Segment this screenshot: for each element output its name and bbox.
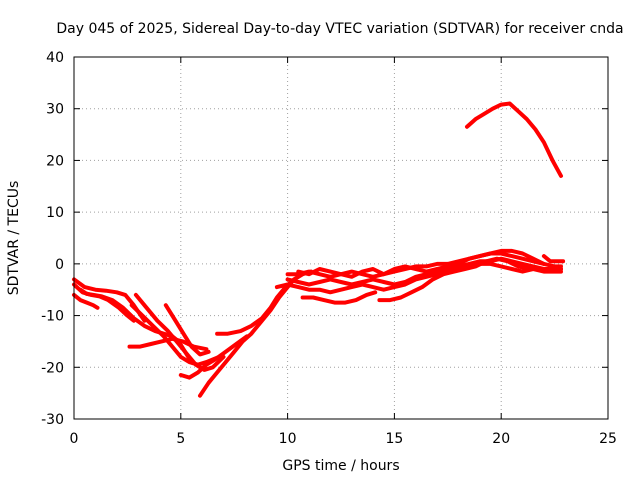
y-axis-label: SDTVAR / TECUs [6, 181, 22, 296]
series-line-trace-p [296, 248, 546, 279]
x-tick-label-25: 25 [599, 431, 617, 447]
series-line-trace-h [163, 303, 211, 357]
y-tick-label--20: -20 [41, 360, 64, 376]
series-line-trace-l [300, 290, 378, 305]
y-tick-label-30: 30 [46, 102, 64, 118]
y-tick-label-0: 0 [55, 257, 64, 273]
plot-frame [73, 56, 609, 420]
series-line-trace-m [285, 256, 563, 287]
y-tick-label-10: 10 [46, 205, 64, 221]
y-tick-label--10: -10 [41, 309, 64, 325]
series-line-trace-n [285, 251, 563, 279]
series-line-trace-s [465, 101, 563, 178]
series-line-trace-e [133, 292, 226, 372]
chart-title: Day 045 of 2025, Sidereal Day-to-day VTE… [56, 21, 623, 37]
grid [74, 57, 608, 419]
x-tick-label-10: 10 [279, 431, 297, 447]
x-tick-label-5: 5 [176, 431, 185, 447]
series-line-trace-c [72, 292, 100, 310]
series-lines [72, 101, 566, 398]
series-line-trace-r [541, 254, 566, 264]
y-tick-label--30: -30 [41, 412, 64, 428]
y-tick-label-40: 40 [46, 50, 64, 66]
series-line-trace-q [377, 256, 563, 303]
x-axis-label: GPS time / hours [282, 458, 399, 474]
series-line-trace-o [274, 261, 563, 295]
series-line-trace-i [178, 334, 249, 380]
series-line-trace-k [215, 269, 314, 336]
x-tick-label-15: 15 [385, 431, 403, 447]
y-tick-label-20: 20 [46, 153, 64, 169]
series-line-trace-f [129, 303, 222, 367]
x-tick-label-20: 20 [492, 431, 510, 447]
axis-ticks: 0 5 10 15 20 25 -30 -20 -10 0 10 20 30 40 [41, 50, 617, 447]
x-tick-label-0: 0 [70, 431, 79, 447]
